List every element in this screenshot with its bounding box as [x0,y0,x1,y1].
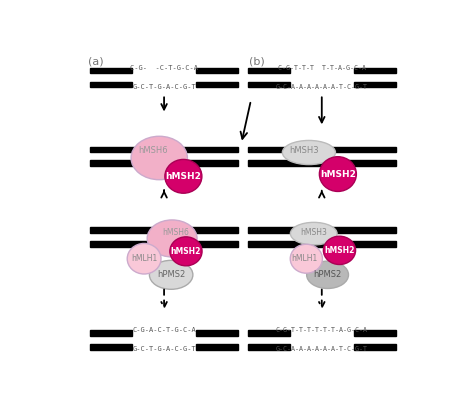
Bar [248,241,396,247]
Ellipse shape [131,136,187,180]
Bar [196,330,238,336]
Ellipse shape [323,236,356,265]
Text: C-G-T-T-T  T-T-A-G-C-A: C-G-T-T-T T-T-A-G-C-A [278,65,366,71]
Text: G-C-A-A-A-A-A-A-T-C-G-T: G-C-A-A-A-A-A-A-T-C-G-T [276,84,368,90]
Bar [354,82,396,87]
Text: C-G-T-T-T-T-T-T-A-G-C-A: C-G-T-T-T-T-T-T-A-G-C-A [276,327,368,333]
Ellipse shape [290,244,322,273]
Text: hMSH2: hMSH2 [171,247,201,256]
Text: hMLH1: hMLH1 [292,254,318,263]
Ellipse shape [147,220,197,257]
Bar [90,161,238,166]
Bar [196,68,238,74]
Bar [248,344,290,349]
Bar [90,147,238,152]
Text: C-G-A-C-T-G-C-A: C-G-A-C-T-G-C-A [132,327,196,333]
Text: hMSH3: hMSH3 [301,228,327,237]
Text: hMSH3: hMSH3 [289,146,319,155]
Text: (a): (a) [89,56,104,66]
Bar [354,68,396,74]
Bar [90,82,132,87]
Text: G-C-T-G-A-C-G-T: G-C-T-G-A-C-G-T [132,84,196,90]
Ellipse shape [127,243,161,274]
Bar [90,241,238,247]
Bar [248,68,290,74]
Text: G-C-T-G-A-C-G-T: G-C-T-G-A-C-G-T [132,347,196,352]
Text: hMSH2: hMSH2 [165,172,201,181]
Ellipse shape [165,159,202,193]
Bar [248,330,290,336]
Ellipse shape [307,261,348,288]
Text: hMLH1: hMLH1 [131,254,157,263]
Ellipse shape [319,157,356,191]
Ellipse shape [170,237,202,266]
Bar [248,161,396,166]
Text: G-C-A-A-A-A-A-A-T-C-G-T: G-C-A-A-A-A-A-A-T-C-G-T [276,347,368,352]
Bar [248,227,396,233]
Ellipse shape [149,260,193,289]
Text: hMSH2: hMSH2 [320,170,356,178]
Text: hPMS2: hPMS2 [157,270,185,279]
Bar [354,330,396,336]
Bar [90,227,238,233]
Bar [196,344,238,349]
Bar [90,344,132,349]
Bar [90,330,132,336]
Bar [354,344,396,349]
Bar [248,147,396,152]
Ellipse shape [283,140,336,165]
Bar [90,68,132,74]
Text: hMSH6: hMSH6 [162,228,189,237]
Bar [248,82,290,87]
Text: hPMS2: hPMS2 [313,270,342,279]
Ellipse shape [291,222,337,245]
Text: (b): (b) [249,56,265,66]
Text: hMSH2: hMSH2 [324,246,355,255]
Bar [196,82,238,87]
Text: hMSH6: hMSH6 [138,146,168,155]
Text: C-G-  -C-T-G-C-A: C-G- -C-T-G-C-A [130,65,198,71]
